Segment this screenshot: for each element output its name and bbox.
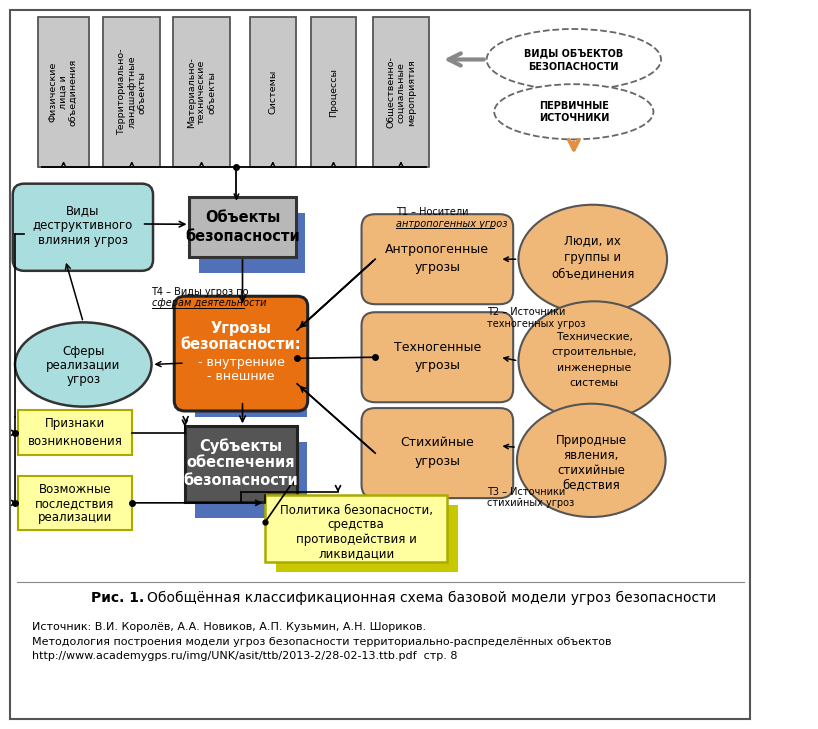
Text: реализации: реализации	[46, 359, 120, 372]
Text: безопасности:: безопасности:	[181, 337, 301, 351]
Text: Материально-
технические
объекты: Материально- технические объекты	[187, 57, 217, 128]
Text: Стихийные: Стихийные	[401, 437, 474, 450]
Ellipse shape	[15, 322, 151, 407]
Text: деструктивного: деструктивного	[33, 219, 133, 232]
Text: Политика безопасности,: Политика безопасности,	[280, 504, 433, 517]
FancyBboxPatch shape	[265, 495, 447, 562]
Text: противодействия и: противодействия и	[296, 533, 416, 546]
Text: Антропогенные: Антропогенные	[385, 243, 489, 256]
Text: объединения: объединения	[551, 268, 635, 280]
Text: техногенных угроз: техногенных угроз	[487, 319, 585, 329]
Text: Техногенные: Техногенные	[393, 340, 481, 354]
Text: Рис. 1.: Рис. 1.	[91, 591, 144, 605]
FancyBboxPatch shape	[13, 184, 153, 270]
Text: - внешние: - внешние	[207, 370, 275, 383]
Text: Т1 – Носители: Т1 – Носители	[396, 207, 468, 217]
Text: Общественно-
социальные
мероприятия: Общественно- социальные мероприятия	[386, 56, 416, 128]
Ellipse shape	[519, 205, 667, 313]
FancyBboxPatch shape	[250, 17, 295, 167]
FancyBboxPatch shape	[276, 505, 458, 572]
Text: ИСТОЧНИКИ: ИСТОЧНИКИ	[538, 113, 609, 123]
Text: Т2 – Источники: Т2 – Источники	[487, 307, 565, 317]
FancyBboxPatch shape	[195, 443, 307, 518]
Text: явления,: явления,	[564, 449, 619, 461]
Text: реализации: реализации	[38, 511, 112, 524]
Text: средства: средства	[328, 518, 384, 531]
FancyBboxPatch shape	[103, 17, 160, 167]
FancyBboxPatch shape	[311, 17, 356, 167]
Text: Т3 – Источники: Т3 – Источники	[487, 486, 565, 496]
FancyBboxPatch shape	[190, 198, 295, 257]
Ellipse shape	[519, 301, 670, 421]
FancyBboxPatch shape	[174, 296, 308, 411]
Text: Источник: В.И. Королёв, А.А. Новиков, А.П. Кузьмин, А.Н. Шориков.: Источник: В.И. Королёв, А.А. Новиков, А.…	[32, 623, 426, 632]
FancyBboxPatch shape	[372, 17, 429, 167]
Text: Физические
лица и
объединения: Физические лица и объединения	[48, 58, 79, 126]
Text: Объекты: Объекты	[204, 210, 280, 225]
Text: Возможные: Возможные	[38, 483, 111, 496]
Text: Технические,: Технические,	[555, 332, 633, 342]
Ellipse shape	[494, 84, 654, 139]
FancyBboxPatch shape	[18, 410, 132, 456]
Text: Территориально-
ландшафтные
объекты: Территориально- ландшафтные объекты	[117, 49, 146, 136]
FancyBboxPatch shape	[38, 17, 89, 167]
Text: сферам деятельности: сферам деятельности	[151, 298, 266, 308]
Text: Системы: Системы	[268, 70, 277, 114]
FancyBboxPatch shape	[173, 17, 230, 167]
FancyBboxPatch shape	[185, 426, 297, 502]
Text: ПЕРВИЧНЫЕ: ПЕРВИЧНЫЕ	[539, 101, 609, 111]
Text: БЕЗОПАСНОСТИ: БЕЗОПАСНОСТИ	[528, 62, 619, 71]
Ellipse shape	[517, 404, 666, 517]
Text: антропогенных угроз: антропогенных угроз	[396, 219, 507, 229]
Text: обеспечения: обеспечения	[187, 456, 295, 470]
Text: бедствия: бедствия	[563, 478, 620, 491]
Text: влияния угроз: влияния угроз	[38, 234, 128, 247]
Text: Сферы: Сферы	[62, 345, 105, 358]
Text: стихийных угроз: стихийных угроз	[487, 498, 574, 508]
Text: угрозы: угрозы	[415, 456, 461, 468]
Text: инженерные: инженерные	[557, 363, 631, 373]
Text: строительные,: строительные,	[551, 347, 637, 357]
FancyBboxPatch shape	[18, 475, 132, 530]
Text: Процессы: Процессы	[329, 68, 338, 117]
Text: Признаки: Признаки	[45, 417, 105, 430]
FancyBboxPatch shape	[362, 408, 513, 498]
Text: Субъекты: Субъекты	[200, 438, 282, 454]
FancyBboxPatch shape	[200, 214, 305, 273]
Text: угрозы: угрозы	[415, 359, 461, 373]
Text: стихийные: стихийные	[557, 464, 625, 477]
Text: Обобщённая классификационная схема базовой модели угроз безопасности: Обобщённая классификационная схема базов…	[147, 591, 717, 605]
Text: группы и: группы и	[564, 251, 622, 263]
Text: системы: системы	[570, 378, 619, 388]
Text: безопасности: безопасности	[185, 229, 300, 244]
FancyBboxPatch shape	[362, 312, 513, 402]
Text: угроз: угроз	[66, 373, 101, 386]
Ellipse shape	[487, 29, 661, 90]
Text: ликвидации: ликвидации	[318, 547, 394, 560]
Text: - внутренние: - внутренние	[197, 356, 285, 369]
Text: возникновения: возникновения	[28, 435, 123, 448]
Text: Т4 – Виды угроз по: Т4 – Виды угроз по	[151, 287, 249, 297]
FancyBboxPatch shape	[195, 322, 307, 417]
Text: Природные: Природные	[555, 434, 627, 447]
Text: http://www.academygps.ru/img/UNK/asit/ttb/2013-2/28-02-13.ttb.pdf  стр. 8: http://www.academygps.ru/img/UNK/asit/tt…	[32, 652, 457, 661]
Text: Люди, их: Люди, их	[564, 235, 621, 248]
Text: угрозы: угрозы	[415, 262, 461, 274]
Text: ВИДЫ ОБЪЕКТОВ: ВИДЫ ОБЪЕКТОВ	[524, 49, 623, 58]
Text: последствия: последствия	[35, 497, 115, 510]
Text: Методология построения модели угроз безопасности территориально-распределённых о: Методология построения модели угроз безо…	[32, 637, 611, 647]
Text: Виды: Виды	[66, 204, 100, 217]
Text: безопасности: безопасности	[183, 473, 299, 488]
FancyBboxPatch shape	[362, 214, 513, 304]
Text: Угрозы: Угрозы	[210, 321, 272, 335]
